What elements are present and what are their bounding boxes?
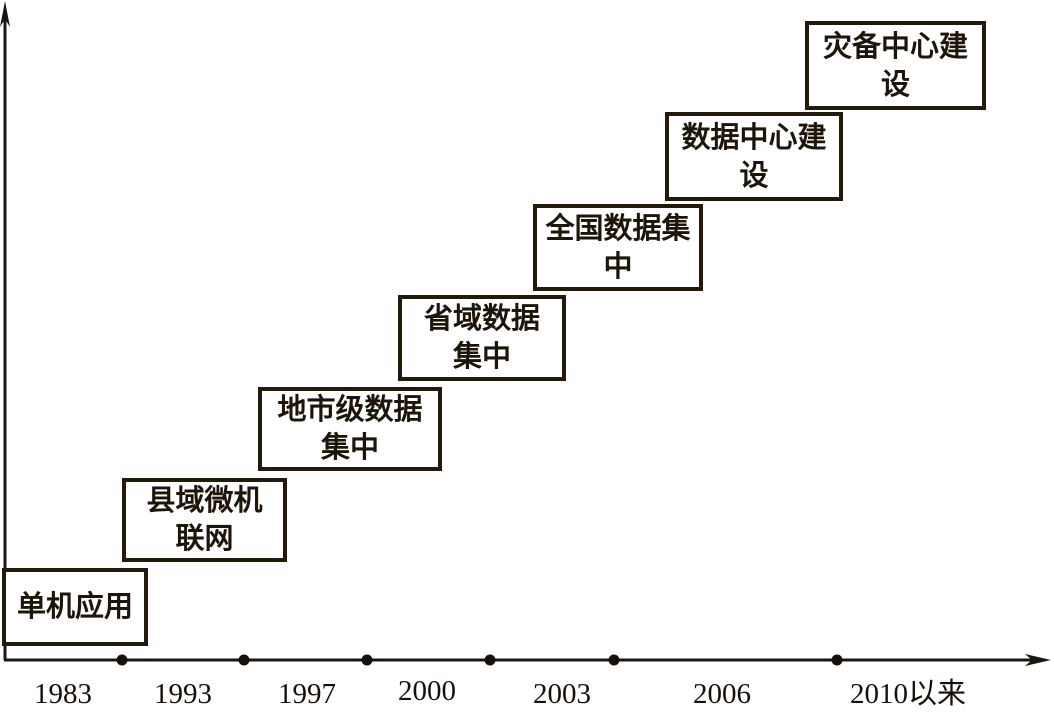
axis-dot <box>608 654 620 666</box>
axis-dot <box>484 654 496 666</box>
stage-label: 地市级数据 集中 <box>277 394 423 464</box>
axis-dot <box>116 654 128 666</box>
stage-label: 全国数据集 中 <box>545 212 691 283</box>
axis-year-1993: 1993 <box>154 678 212 710</box>
axis-dot <box>238 654 250 666</box>
x-axis-arrow-icon <box>1025 654 1051 666</box>
stage-box-disaster-recovery-center-construction: 灾备中心建 设 <box>805 21 986 110</box>
stage-box-prefecture-data-concentration: 地市级数据 集中 <box>258 387 442 471</box>
axis-year-1997: 1997 <box>278 678 336 710</box>
stage-box-county-microcomputer-network: 县域微机 联网 <box>122 478 287 562</box>
axis-year-2003: 2003 <box>533 678 591 710</box>
axis-year-2006: 2006 <box>693 678 751 710</box>
y-axis-arrow-icon <box>0 1 10 27</box>
stage-label: 县域微机 联网 <box>146 485 263 555</box>
axis-year-2010-onward: 2010以来 <box>849 678 967 710</box>
axis-year-2000: 2000 <box>398 675 456 707</box>
axis-year-1983: 1983 <box>34 678 92 710</box>
stage-box-national-data-concentration: 全国数据集 中 <box>533 204 703 291</box>
stage-label: 省域数据 集中 <box>423 303 540 373</box>
axis-dot <box>361 654 373 666</box>
stage-label: 单机应用 <box>16 591 133 623</box>
stage-box-data-center-construction: 数据中心建 设 <box>665 112 843 201</box>
stage-box-province-data-concentration: 省域数据 集中 <box>398 295 566 381</box>
axis-dot <box>831 654 843 666</box>
stage-label: 灾备中心建 设 <box>822 30 968 101</box>
stage-box-standalone-application: 单机应用 <box>2 568 148 646</box>
stage-label: 数据中心建 设 <box>681 121 827 192</box>
